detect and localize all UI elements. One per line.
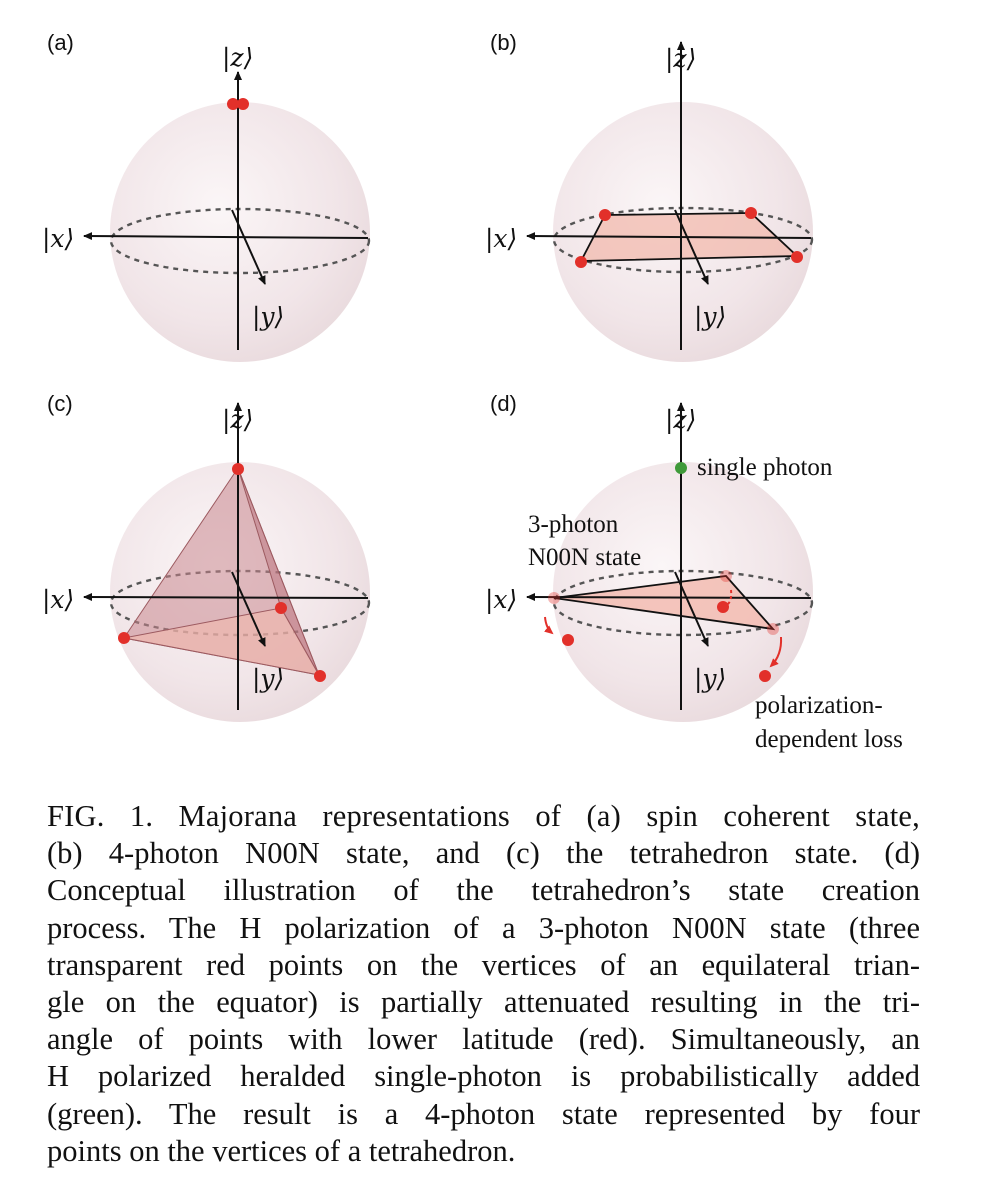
noon-label-line1: 3-photon [528, 511, 619, 538]
noon-triangle [553, 575, 776, 631]
caption-line: points on the vertices of a tetrahedron. [47, 1133, 516, 1168]
noon-point [548, 592, 560, 604]
x-axis [526, 593, 812, 602]
x-ket-label: |x⟩ [42, 585, 74, 615]
y-ket-label: |y⟩ [252, 302, 284, 332]
loss-label-line2: dependent loss [755, 726, 903, 753]
noon-label-line2: N00N state [528, 544, 641, 571]
x-axis [83, 232, 369, 241]
loss-arrow [727, 589, 733, 605]
single-photon-point [675, 462, 687, 474]
caption-line: transparent red points on the vertices o… [47, 947, 920, 982]
caption-line: H polarized heralded single-photon is pr… [47, 1059, 920, 1094]
majorana-point [562, 634, 574, 646]
panel-d: (d) |z⟩ |x⟩ |y⟩ single photon 3-photon N… [485, 391, 903, 753]
majorana-point [745, 207, 757, 219]
caption-line: FIG. 1. Majorana representations of (a) … [47, 799, 920, 833]
panel-label-d: (d) [490, 391, 517, 416]
x-axis [83, 593, 369, 602]
noon-point [720, 570, 732, 582]
loss-arrow [769, 636, 783, 668]
panel-label-a: (a) [47, 30, 74, 55]
majorana-point [717, 601, 729, 613]
figure-svg: (a) |z⟩ |x⟩ |y⟩ (b) |z⟩ |x⟩ |y⟩ (c) [42, 30, 903, 753]
y-axis [231, 209, 266, 285]
caption-line: gle on the equator) is partially attenua… [47, 985, 920, 1020]
z-ket-label: |z⟩ [665, 405, 696, 435]
caption-line: angle of points with lower latitude (red… [47, 1022, 920, 1057]
panel-label-b: (b) [490, 30, 517, 55]
tetrahedron-face [123, 607, 320, 676]
y-axis [674, 571, 709, 647]
z-ket-label: |z⟩ [222, 43, 253, 73]
caption-line: process. The H polarization of a 3-photo… [47, 910, 920, 945]
caption-line: Conceptual illustration of the tetrahedr… [47, 873, 920, 908]
equator [552, 206, 814, 274]
equator [552, 569, 814, 637]
panel-a: (a) |z⟩ |x⟩ |y⟩ [42, 30, 371, 362]
equator [109, 207, 371, 275]
x-ket-label: |x⟩ [485, 585, 517, 615]
z-ket-label: |z⟩ [222, 405, 253, 435]
y-axis [674, 209, 709, 285]
bloch-sphere [110, 102, 370, 362]
majorana-point [759, 670, 771, 682]
y-ket-label: |y⟩ [694, 664, 726, 694]
majorana-point [118, 632, 130, 644]
majorana-point [237, 98, 249, 110]
caption-line: (b) 4-photon N00N state, and (c) the tet… [47, 836, 920, 871]
y-ket-label: |y⟩ [252, 664, 284, 694]
z-ket-label: |z⟩ [665, 44, 696, 74]
majorana-point [227, 98, 239, 110]
x-ket-label: |x⟩ [42, 224, 74, 254]
figure-caption: FIG. 1. Majorana representations of (a) … [47, 798, 920, 1170]
panel-c: (c) |z⟩ |x⟩ |y⟩ [42, 391, 371, 722]
panel-b: (b) |z⟩ |x⟩ |y⟩ [485, 30, 814, 362]
x-ket-label: |x⟩ [485, 224, 517, 254]
majorana-point [275, 602, 287, 614]
y-ket-label: |y⟩ [694, 302, 726, 332]
figure: (a) |z⟩ |x⟩ |y⟩ (b) |z⟩ |x⟩ |y⟩ (c) [42, 30, 903, 753]
majorana-point [232, 463, 244, 475]
majorana-point [599, 209, 611, 221]
loss-label-line1: polarization- [755, 692, 883, 719]
noon-point [767, 623, 779, 635]
y-axis [231, 571, 266, 647]
loss-arrow [544, 616, 554, 635]
x-axis [526, 232, 812, 241]
majorana-point [314, 670, 326, 682]
single-photon-label: single photon [697, 454, 833, 481]
caption-line: (green). The result is a 4-photon state … [47, 1096, 920, 1131]
majorana-point [575, 256, 587, 268]
majorana-point [791, 251, 803, 263]
panel-label-c: (c) [47, 391, 73, 416]
